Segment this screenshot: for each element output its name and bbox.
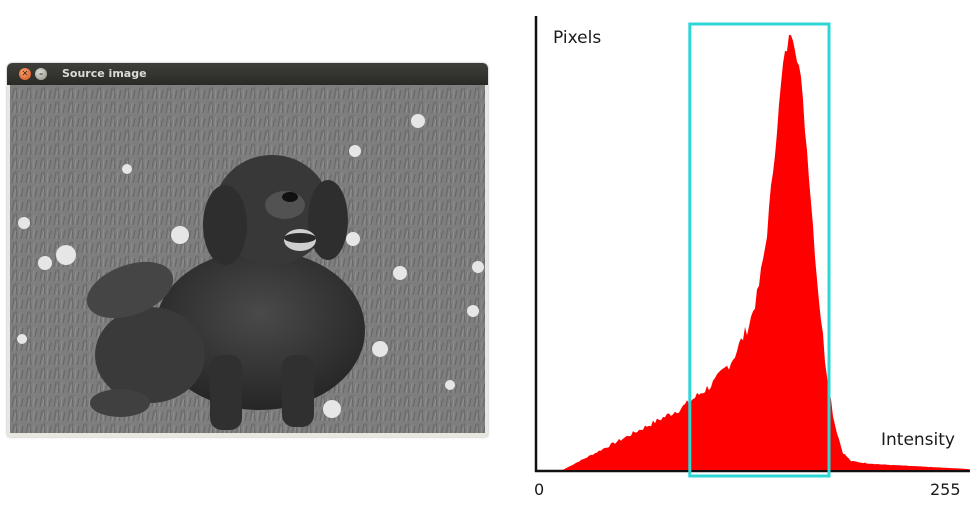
x-tick-max: 255 xyxy=(930,480,961,499)
x-axis-label: Intensity xyxy=(881,430,955,450)
source-image-window: ✕ – Source image xyxy=(7,63,488,437)
histogram-plot xyxy=(534,16,970,478)
dog-photo xyxy=(10,85,485,433)
close-icon[interactable]: ✕ xyxy=(19,68,31,80)
y-axis-label: Pixels xyxy=(553,28,602,48)
minimize-icon[interactable]: – xyxy=(35,68,47,80)
histogram-chart: Pixels Intensity 0 255 xyxy=(520,0,980,516)
histogram-area xyxy=(537,34,970,471)
window-titlebar[interactable]: ✕ – Source image xyxy=(7,63,488,85)
window-title: Source image xyxy=(62,67,147,80)
x-tick-min: 0 xyxy=(534,480,545,499)
highlight-box xyxy=(688,22,831,478)
